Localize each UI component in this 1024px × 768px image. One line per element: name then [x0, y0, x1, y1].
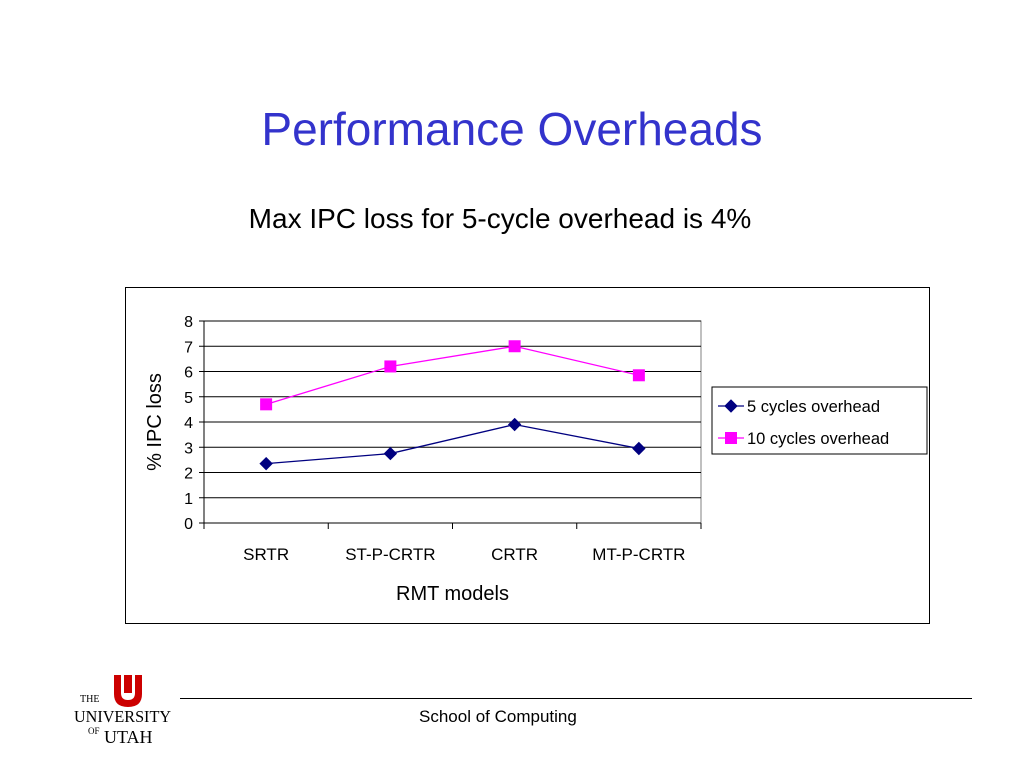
- legend-swatch-marker: [724, 399, 738, 413]
- series-group: [259, 340, 646, 471]
- logo-of: OF: [88, 726, 100, 736]
- block-u-icon: [114, 675, 142, 707]
- logo-university: UNIVERSITY: [74, 707, 171, 726]
- chart-frame: 0 1 2 3 4 5 6 7 8 SRTR ST-P-CRTR CRTR MT-P-CRTR % IP…: [125, 287, 930, 624]
- data-point-2-3: [508, 340, 521, 353]
- x-tick-label: ST-P-CRTR: [345, 545, 435, 564]
- series-line-1: [266, 423, 639, 465]
- y-tick-label: 6: [184, 365, 193, 382]
- slide-subtitle: Max IPC loss for 5-cycle overhead is 4%: [248, 203, 752, 234]
- y-tick-label: 2: [184, 466, 193, 483]
- logo-u-outer: [114, 675, 142, 707]
- data-point-1-2: [383, 446, 398, 461]
- x-tick-label: CRTR: [491, 545, 538, 564]
- legend-swatch-marker: [725, 432, 737, 444]
- y-tick-label: 0: [184, 516, 193, 533]
- series-line-2: [265, 345, 640, 405]
- grid-lines: [203, 320, 702, 524]
- footer-text: School of Computing: [419, 707, 577, 726]
- logo-utah: UTAH: [104, 727, 153, 747]
- y-tick-label: 5: [184, 390, 193, 407]
- footer-divider: [180, 698, 972, 699]
- data-point-2-2: [384, 360, 397, 373]
- data-point-2-4: [632, 369, 645, 382]
- data-point-1-4: [632, 441, 646, 456]
- line-chart: 0 1 2 3 4 5 6 7 8 SRTR ST-P-CRTR CRTR MT-P-CRTR % IP…: [144, 314, 928, 605]
- data-point-1-1: [259, 456, 273, 471]
- legend: 5 cycles overhead 10 cycles overhead: [711, 386, 928, 455]
- axes: 0 1 2 3 4 5 6 7 8 SRTR ST-P-CRTR CRTR MT-P-CRTR: [184, 314, 702, 564]
- y-tick-label: 3: [184, 440, 193, 457]
- y-tick-label: 8: [184, 314, 193, 331]
- legend-item-label: 10 cycles overhead: [747, 430, 889, 448]
- university-logo: THE UNIVERSITY OF UTAH: [74, 671, 174, 756]
- y-tick-label: 4: [184, 415, 193, 432]
- data-point-2-1: [260, 398, 273, 411]
- x-tick-label: MT-P-CRTR: [592, 545, 685, 564]
- legend-box: [711, 386, 928, 455]
- y-axis-label: % IPC loss: [144, 373, 166, 471]
- x-tick-label: SRTR: [243, 545, 289, 564]
- logo-the: THE: [80, 694, 99, 705]
- x-axis-label: RMT models: [396, 583, 509, 605]
- y-tick-label: 7: [184, 339, 193, 356]
- data-point-1-3: [507, 417, 522, 432]
- slide-title: Performance Overheads: [261, 103, 763, 155]
- logo-u-center: [124, 675, 132, 693]
- legend-item-label: 5 cycles overhead: [747, 398, 880, 416]
- y-tick-label: 1: [184, 491, 193, 508]
